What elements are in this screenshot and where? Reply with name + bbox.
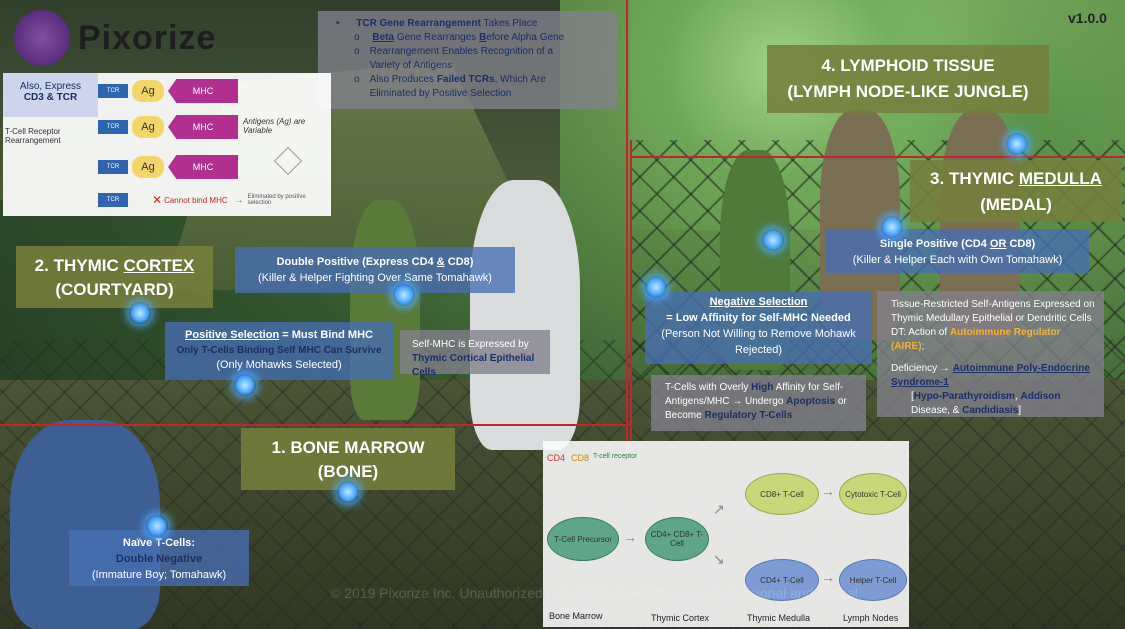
divider-horizontal-lower — [0, 424, 630, 426]
stage-label: Bone Marrow — [549, 611, 603, 621]
arrow-right-icon: → — [233, 194, 244, 206]
logo-icon — [14, 10, 70, 66]
antigens-variable-label: Antigens (Ag) are Variable — [243, 117, 306, 135]
divider-horizontal-upper — [630, 156, 1125, 158]
hotspot-lymphoid-tissue[interactable] — [1006, 133, 1028, 155]
tcr-row-1: TCR Ag MHC — [98, 79, 238, 103]
version-label: v1.0.0 — [1068, 10, 1107, 26]
hotspot-negative-selection[interactable] — [645, 276, 667, 298]
cytotoxic-cell: Cytotoxic T-Cell — [839, 473, 907, 515]
precursor-cell: T-Cell Precursor — [547, 517, 619, 561]
hotspot-bone-marrow[interactable] — [337, 481, 359, 503]
double-positive-cell: CD4+ CD8+ T-Cell — [645, 517, 709, 561]
x-mark-icon: ✕ — [152, 193, 163, 207]
tcr-row-4: TCR ✕ Cannot bind MHC → Eliminated by po… — [98, 193, 308, 207]
rearrangement-label: T-Cell Receptor Rearrangement — [5, 127, 61, 145]
station-bone-marrow: 1. BONE MARROW (BONE) — [241, 428, 455, 490]
hotspot-medulla-cell[interactable] — [762, 229, 784, 251]
tissue-restricted-note: Tissue-Restricted Self-Antigens Expresse… — [877, 291, 1104, 417]
copyright-watermark: © 2019 Pixorize Inc. Unauthorized reprod… — [330, 585, 858, 601]
cd8-cell: CD8+ T-Cell — [745, 473, 819, 515]
arrow-icon: → — [623, 529, 637, 545]
hotspot-thymic-cortex[interactable] — [129, 302, 151, 324]
divider-vertical-mid — [630, 140, 632, 440]
hotspot-double-positive[interactable] — [393, 284, 415, 306]
station-thymic-cortex: 2. THYMIC CORTEX (COURTYARD) — [16, 246, 213, 308]
double-positive-note: Double Positive (Express CD4 & CD8) (Kil… — [235, 247, 515, 293]
arrow-down-icon: ↘ — [713, 551, 725, 567]
naive-boy-figure — [10, 420, 160, 629]
double-positive-figure — [350, 200, 420, 420]
negative-selection-note: Negative Selection = Low Affinity for Se… — [645, 292, 872, 364]
tcr-legend: T-cell receptor — [593, 453, 638, 460]
tcr-rearrangement-diagram: Also, Express CD3 & TCR T-Cell Receptor … — [3, 73, 331, 216]
cd4-cell: CD4+ T-Cell — [745, 559, 819, 601]
tcr-rearrangement-note: • TCR Gene Rearrangement Takes Place o B… — [318, 11, 618, 109]
stage-label: Thymic Medulla — [747, 613, 811, 623]
antigen-diamond-icon — [273, 146, 303, 176]
hotspot-naive-t-cell[interactable] — [146, 515, 168, 537]
naive-t-cells-note: Naïve T-Cells: Double Negative (Immature… — [69, 530, 249, 586]
note-line-1: • TCR Gene Rearrangement Takes Place — [336, 18, 538, 29]
positive-selection-note: Positive Selection = Must Bind MHC Only … — [165, 322, 393, 380]
logo-text: Pixorize — [78, 18, 217, 57]
note-line-3: o Rearrangement Enables Recognition of a… — [354, 46, 554, 71]
helper-cell: Helper T-Cell — [839, 559, 907, 601]
note-line-4: o Also Produces Failed TCRs, Which Are E… — [354, 74, 546, 99]
station-thymic-medulla: 3. THYMIC MEDULLA (MEDAL) — [910, 160, 1122, 222]
arrow-icon: → — [821, 483, 835, 499]
station-lymphoid-tissue: 4. LYMPHOID TISSUE (LYMPH NODE-LIKE JUNG… — [767, 45, 1049, 113]
t-cell-development-diagram: CD4 CD8 T-cell receptor T-Cell Precursor… — [543, 441, 909, 627]
tcr-row-2: TCR Ag MHC — [98, 115, 238, 139]
self-mhc-note: Self-MHC is Expressed by Thymic Cortical… — [400, 330, 550, 378]
arrow-icon: → — [821, 569, 835, 585]
cd8-legend: CD8 — [571, 453, 590, 463]
stage-label: Lymph Nodes — [843, 613, 899, 623]
hotspot-single-positive[interactable] — [881, 216, 903, 238]
bullet: • — [336, 18, 340, 29]
divider-vertical-left — [626, 0, 628, 460]
note-line-2: o Beta Gene Rearranges Before Alpha Gene — [354, 32, 565, 43]
cd4-legend: CD4 — [547, 453, 566, 463]
arrow-up-icon: ↗ — [713, 501, 725, 517]
stage-label: Thymic Cortex — [651, 613, 710, 623]
also-express-box: Also, Express CD3 & TCR — [3, 73, 98, 117]
pixorize-logo: Pixorize — [14, 10, 234, 66]
scientist-figure — [470, 180, 580, 450]
single-positive-note: Single Positive (CD4 OR CD8) (Killer & H… — [826, 229, 1089, 273]
tcr-row-3: TCR Ag MHC — [98, 155, 238, 179]
high-affinity-note: T-Cells with Overly High Affinity for Se… — [651, 375, 866, 431]
hotspot-positive-selection[interactable] — [234, 374, 256, 396]
